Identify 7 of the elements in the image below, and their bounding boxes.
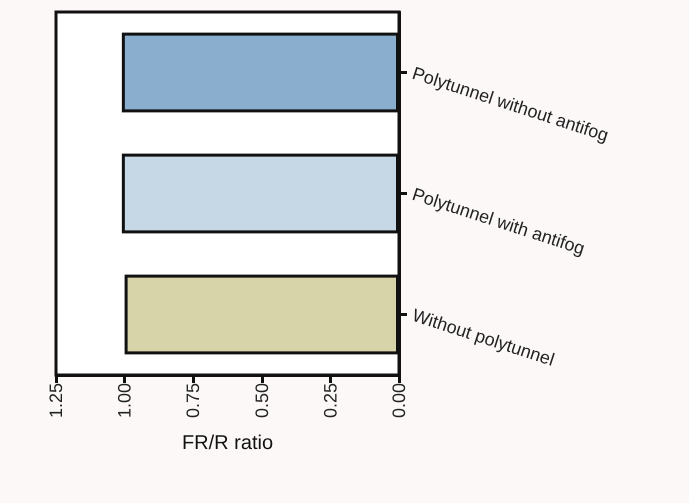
- x-tick-label: 1.00: [114, 383, 135, 418]
- x-tick-label: 1.25: [46, 383, 66, 418]
- x-tick-label: 0.25: [320, 383, 340, 418]
- x-axis-title: FR/R ratio: [182, 432, 274, 454]
- x-tick-label: 0.75: [183, 383, 204, 418]
- x-tick-label: 0.50: [252, 383, 272, 418]
- x-tick-label: 0.00: [389, 383, 409, 418]
